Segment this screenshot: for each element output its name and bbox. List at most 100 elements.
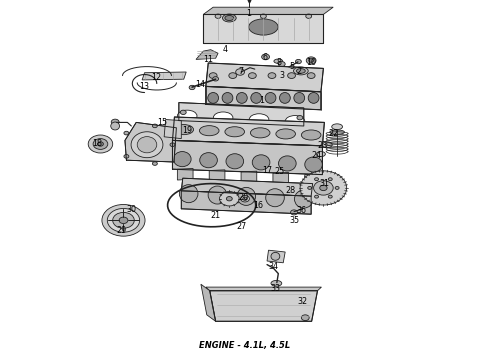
Ellipse shape xyxy=(225,127,245,137)
Text: 11: 11 xyxy=(203,55,213,64)
Ellipse shape xyxy=(137,136,157,153)
Ellipse shape xyxy=(301,130,321,140)
Text: 36: 36 xyxy=(296,206,306,215)
Ellipse shape xyxy=(306,57,316,64)
Polygon shape xyxy=(203,7,333,14)
Ellipse shape xyxy=(199,126,219,136)
Ellipse shape xyxy=(200,153,218,168)
Text: 8: 8 xyxy=(277,58,282,67)
Ellipse shape xyxy=(107,208,140,232)
Ellipse shape xyxy=(335,186,339,189)
Ellipse shape xyxy=(315,195,318,198)
Text: 30: 30 xyxy=(126,205,136,214)
Ellipse shape xyxy=(226,197,232,201)
Text: ENGINE - 4.1L, 4.5L: ENGINE - 4.1L, 4.5L xyxy=(199,341,291,350)
Ellipse shape xyxy=(314,181,333,195)
Polygon shape xyxy=(181,191,311,214)
Ellipse shape xyxy=(319,185,327,191)
Ellipse shape xyxy=(248,73,256,78)
Ellipse shape xyxy=(252,155,270,170)
Ellipse shape xyxy=(209,73,217,78)
Ellipse shape xyxy=(119,217,128,224)
Ellipse shape xyxy=(222,14,236,22)
Ellipse shape xyxy=(213,77,219,81)
Ellipse shape xyxy=(189,85,195,90)
Ellipse shape xyxy=(243,197,247,200)
Ellipse shape xyxy=(88,135,113,153)
Ellipse shape xyxy=(278,156,296,171)
Ellipse shape xyxy=(152,124,157,128)
Text: 19: 19 xyxy=(182,126,192,135)
Ellipse shape xyxy=(309,59,314,62)
Ellipse shape xyxy=(237,93,247,103)
Ellipse shape xyxy=(279,93,290,103)
Text: 28: 28 xyxy=(285,186,295,195)
Polygon shape xyxy=(177,168,193,180)
Ellipse shape xyxy=(268,73,276,78)
Ellipse shape xyxy=(208,186,227,204)
Ellipse shape xyxy=(208,93,219,103)
Ellipse shape xyxy=(265,93,276,103)
Polygon shape xyxy=(179,103,304,126)
Ellipse shape xyxy=(93,139,108,149)
Ellipse shape xyxy=(271,280,282,286)
Ellipse shape xyxy=(180,110,186,114)
Ellipse shape xyxy=(179,185,198,203)
Ellipse shape xyxy=(315,178,318,181)
Text: 27: 27 xyxy=(236,222,246,231)
Ellipse shape xyxy=(225,15,234,21)
Ellipse shape xyxy=(174,125,194,135)
Ellipse shape xyxy=(294,67,308,75)
Ellipse shape xyxy=(332,124,343,130)
Ellipse shape xyxy=(296,68,305,73)
Ellipse shape xyxy=(330,130,344,134)
Ellipse shape xyxy=(294,190,313,208)
Ellipse shape xyxy=(124,131,129,135)
Polygon shape xyxy=(210,291,318,321)
Ellipse shape xyxy=(236,69,245,75)
Ellipse shape xyxy=(111,122,120,130)
Polygon shape xyxy=(267,250,285,263)
Text: 20: 20 xyxy=(239,193,248,202)
Ellipse shape xyxy=(301,315,309,321)
Text: 5: 5 xyxy=(289,62,294,71)
Polygon shape xyxy=(196,50,218,59)
Text: 34: 34 xyxy=(269,262,278,271)
Ellipse shape xyxy=(317,152,325,157)
Text: 22: 22 xyxy=(328,129,338,138)
Ellipse shape xyxy=(173,152,191,167)
Ellipse shape xyxy=(278,62,285,67)
Text: 33: 33 xyxy=(270,284,280,293)
Text: 24: 24 xyxy=(311,151,321,160)
Text: 16: 16 xyxy=(253,202,263,210)
Ellipse shape xyxy=(308,93,319,103)
Text: 29: 29 xyxy=(117,226,126,235)
Ellipse shape xyxy=(124,154,129,158)
Polygon shape xyxy=(241,171,257,183)
Ellipse shape xyxy=(328,195,332,198)
Ellipse shape xyxy=(241,195,249,202)
Ellipse shape xyxy=(102,204,145,236)
Ellipse shape xyxy=(170,143,175,147)
Polygon shape xyxy=(206,287,321,291)
Ellipse shape xyxy=(276,129,295,139)
Polygon shape xyxy=(201,284,216,321)
Ellipse shape xyxy=(131,132,163,158)
Text: 35: 35 xyxy=(289,216,299,225)
Polygon shape xyxy=(273,172,289,184)
Ellipse shape xyxy=(261,14,267,18)
Text: 13: 13 xyxy=(140,82,149,91)
Ellipse shape xyxy=(249,114,269,125)
Ellipse shape xyxy=(271,252,280,260)
Ellipse shape xyxy=(306,14,312,18)
Ellipse shape xyxy=(229,73,237,78)
Polygon shape xyxy=(203,14,323,43)
Text: 32: 32 xyxy=(298,297,308,306)
Ellipse shape xyxy=(111,119,119,125)
Text: 31: 31 xyxy=(319,179,329,188)
Ellipse shape xyxy=(213,112,233,123)
Ellipse shape xyxy=(251,93,262,103)
Ellipse shape xyxy=(215,14,221,18)
Ellipse shape xyxy=(113,212,134,228)
Text: 1: 1 xyxy=(246,9,251,18)
